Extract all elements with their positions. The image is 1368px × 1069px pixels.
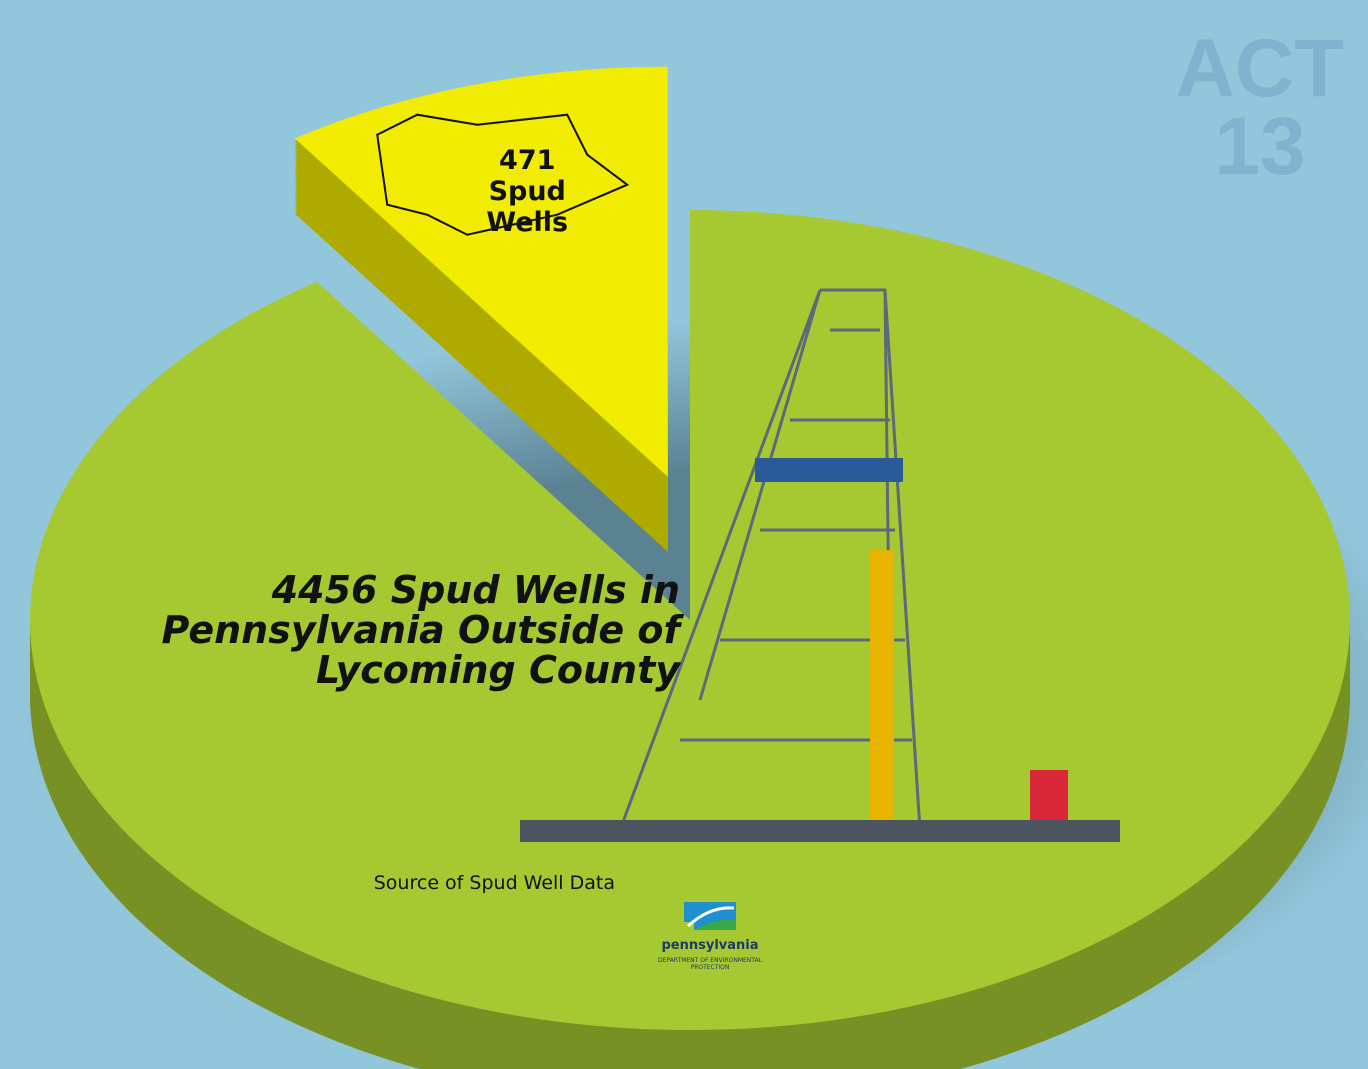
source-logo: pennsylvania DEPARTMENT OF ENVIRONMENTAL… — [630, 900, 790, 971]
drilling-rig — [520, 288, 1120, 842]
pie-slice — [294, 66, 668, 477]
logo-department: DEPARTMENT OF ENVIRONMENTAL PROTECTION — [658, 957, 762, 971]
source-label: Source of Spud Well Data — [373, 872, 615, 894]
logo-name: pennsylvania — [661, 938, 759, 953]
badge: ACT 13 — [1175, 23, 1345, 192]
data-label: 4456 Spud Wells in Pennsylvania Outside … — [161, 568, 681, 692]
logo-icon — [684, 902, 736, 930]
pie — [29, 66, 1350, 1069]
data-label: 471 Spud Wells — [486, 144, 569, 238]
county-outline — [376, 113, 630, 236]
